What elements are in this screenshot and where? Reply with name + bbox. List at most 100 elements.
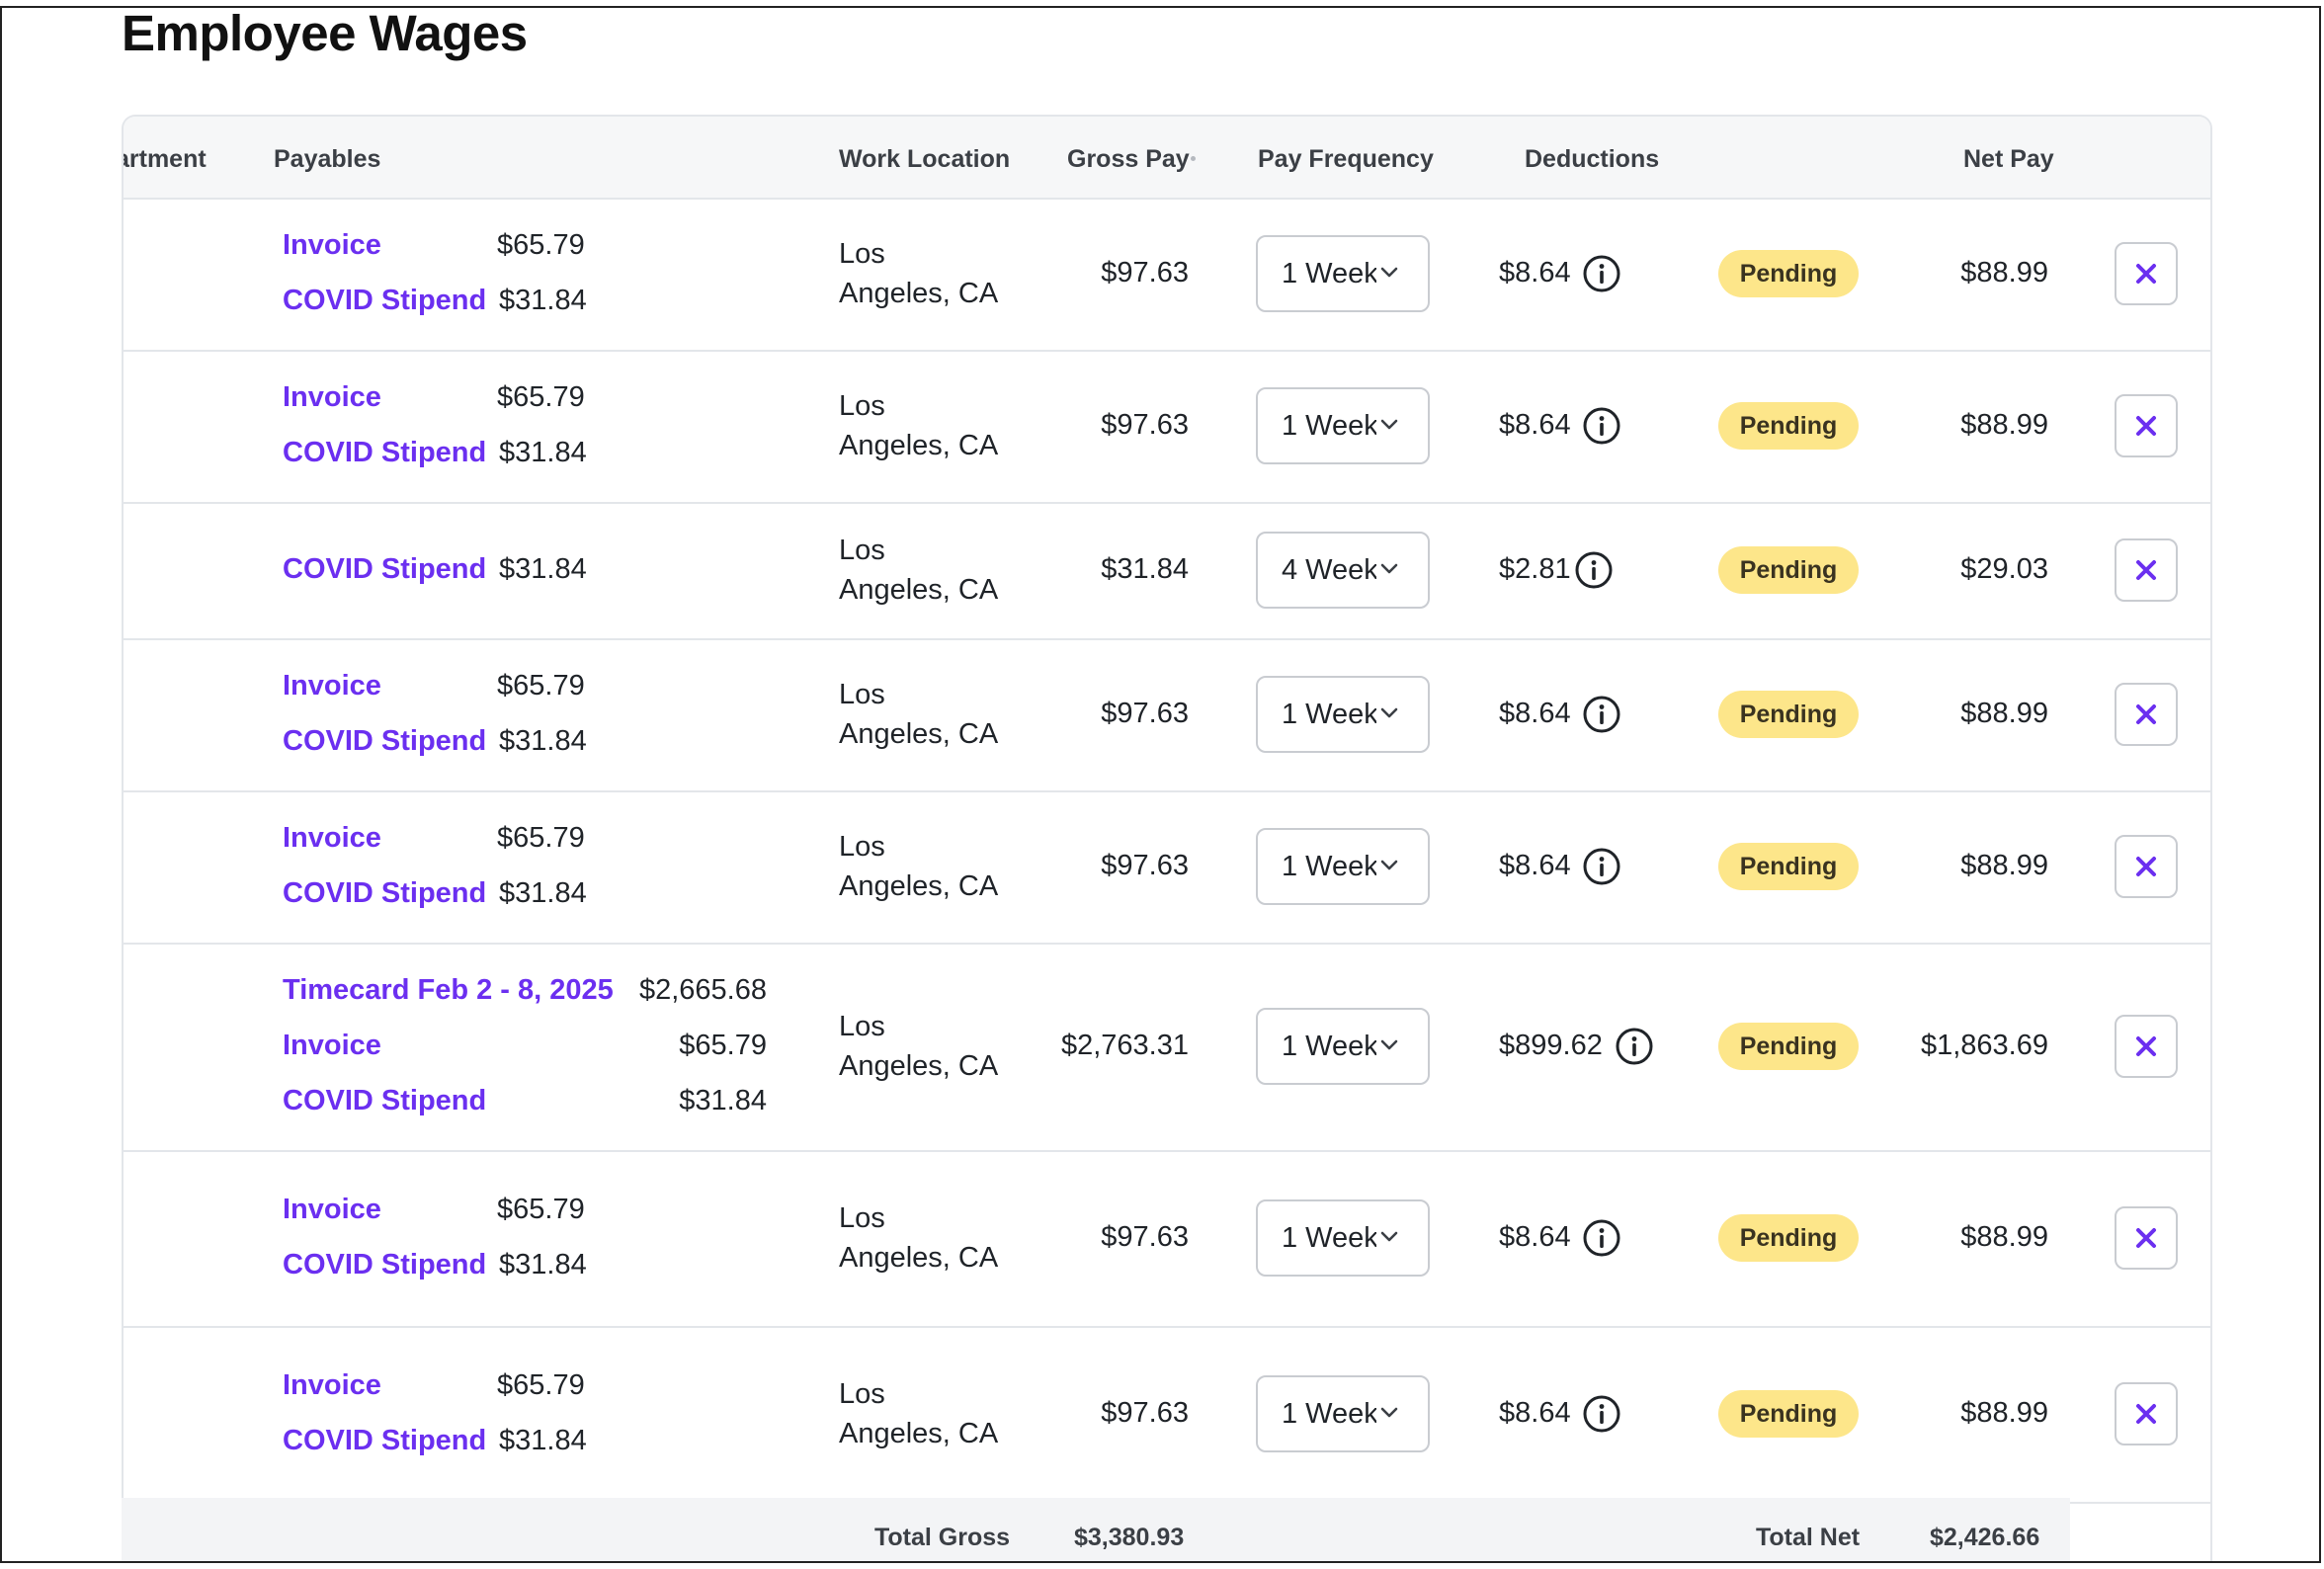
work-location-line1: Los [839, 1202, 885, 1234]
col-header-pay-frequency[interactable]: Pay Frequency [1258, 145, 1434, 173]
col-header-work-location[interactable]: Work Location [839, 145, 1011, 173]
work-location-line2: Angeles, CA [839, 1050, 999, 1082]
chevron-down-icon [1378, 1225, 1400, 1247]
payable-link[interactable]: COVID Stipend [283, 877, 487, 909]
remove-row-button[interactable] [2115, 1015, 2178, 1078]
info-circle-icon[interactable] [1582, 406, 1621, 446]
net-pay-value: $88.99 [1960, 1397, 2048, 1429]
payable-amount: $65.79 [497, 381, 585, 413]
work-location-line1: Los [839, 390, 885, 422]
status-badge: Pending [1718, 402, 1859, 450]
payable-amount: $65.79 [497, 1369, 585, 1401]
pay-frequency-select[interactable]: 1 Week [1256, 235, 1430, 312]
deductions-value: $899.62 [1499, 1030, 1603, 1061]
pay-frequency-select[interactable]: 1 Week [1256, 387, 1430, 464]
deductions-value: $8.64 [1499, 850, 1571, 881]
total-gross-label: Total Gross [874, 1524, 1011, 1551]
deductions-value: $8.64 [1499, 1397, 1571, 1429]
net-pay-value: $88.99 [1960, 409, 2048, 441]
payable-link[interactable]: Invoice [283, 1030, 381, 1061]
col-header-payables[interactable]: Payables [274, 145, 381, 173]
info-circle-icon[interactable] [1582, 847, 1621, 886]
payable-amount: $31.84 [499, 437, 587, 468]
work-location: Los Angeles, CA [839, 1198, 998, 1278]
work-location-line1: Los [839, 535, 885, 566]
pay-frequency-value: 1 Week [1282, 258, 1376, 289]
pay-frequency-select[interactable]: 1 Week [1256, 828, 1430, 905]
remove-row-button[interactable] [2115, 538, 2178, 602]
remove-row-button[interactable] [2115, 242, 2178, 305]
payable-link[interactable]: COVID Stipend [283, 1249, 487, 1280]
work-location: Los Angeles, CA [839, 675, 998, 754]
work-location: Los Angeles, CA [839, 531, 998, 610]
info-circle-icon[interactable] [1582, 254, 1621, 293]
pay-frequency-value: 1 Week [1282, 1398, 1376, 1430]
remove-row-button[interactable] [2115, 394, 2178, 457]
info-circle-icon[interactable] [1582, 695, 1621, 734]
payable-link[interactable]: Invoice [283, 381, 381, 413]
work-location-line2: Angeles, CA [839, 574, 999, 606]
work-location: Los Angeles, CA [839, 827, 998, 906]
payable-link[interactable]: COVID Stipend [283, 553, 487, 585]
net-pay-value: $88.99 [1960, 850, 2048, 881]
remove-row-button[interactable] [2115, 835, 2178, 898]
payable-amount: $65.79 [497, 670, 585, 702]
deductions-value: $2.81 [1499, 553, 1571, 585]
payable-amount: $65.79 [497, 1194, 585, 1225]
remove-row-button[interactable] [2115, 1382, 2178, 1445]
payable-amount: $31.84 [499, 1249, 587, 1280]
pay-frequency-select[interactable]: 1 Week [1256, 1199, 1430, 1277]
payable-link[interactable]: Invoice [283, 229, 381, 261]
work-location-line2: Angeles, CA [839, 430, 999, 461]
net-pay-value: $1,863.69 [1920, 1030, 2048, 1061]
payable-link[interactable]: COVID Stipend [283, 1085, 487, 1116]
table-row: Invoice $65.79 COVID Stipend $31.84 Los Angel… [124, 198, 2210, 352]
payable-link[interactable]: Invoice [283, 1369, 381, 1401]
work-location-line2: Angeles, CA [839, 870, 999, 902]
wages-table: artment Payables Work Location Gross Pay… [122, 115, 2212, 1561]
net-pay-value: $88.99 [1960, 1221, 2048, 1253]
work-location-line2: Angeles, CA [839, 278, 999, 309]
col-header-deductions[interactable]: Deductions [1525, 145, 1660, 173]
remove-row-button[interactable] [2115, 683, 2178, 746]
table-row: COVID Stipend $31.84 Los Angeles, CA $31.84 4… [124, 502, 2210, 640]
pay-frequency-select[interactable]: 1 Week [1256, 1375, 1430, 1452]
table-row: Invoice $65.79 COVID Stipend $31.84 Los Angel… [124, 350, 2210, 504]
gross-pay-value: $97.63 [1101, 409, 1189, 441]
status-badge: Pending [1718, 843, 1859, 890]
payable-link[interactable]: Invoice [283, 822, 381, 854]
payable-link[interactable]: Invoice [283, 670, 381, 702]
net-pay-value: $88.99 [1960, 698, 2048, 729]
payable-link[interactable]: COVID Stipend [283, 285, 487, 316]
payable-amount: $31.84 [499, 553, 587, 585]
payable-link[interactable]: COVID Stipend [283, 437, 487, 468]
payable-link[interactable]: COVID Stipend [283, 1425, 487, 1456]
info-circle-icon[interactable] [1582, 1394, 1621, 1434]
deductions-value: $8.64 [1499, 698, 1571, 729]
remove-row-button[interactable] [2115, 1206, 2178, 1270]
col-header-gross-pay[interactable]: Gross Pay [1067, 145, 1190, 173]
chevron-down-icon [1378, 557, 1400, 579]
work-location-line1: Los [839, 1011, 885, 1042]
pay-frequency-select[interactable]: 4 Weeks [1256, 532, 1430, 609]
pay-frequency-select[interactable]: 1 Week [1256, 676, 1430, 753]
status-badge: Pending [1718, 1390, 1859, 1438]
work-location: Los Angeles, CA [839, 1374, 998, 1453]
work-location-line1: Los [839, 238, 885, 270]
payable-link[interactable]: Invoice [283, 1194, 381, 1225]
info-circle-icon[interactable] [1615, 1027, 1654, 1066]
gross-pay-value: $31.84 [1101, 553, 1189, 585]
pay-frequency-value: 1 Week [1282, 410, 1376, 442]
pay-frequency-select[interactable]: 1 Week [1256, 1008, 1430, 1085]
payable-link[interactable]: COVID Stipend [283, 725, 487, 757]
payable-amount: $31.84 [499, 1425, 587, 1456]
info-circle-icon[interactable] [1574, 550, 1614, 590]
gross-pay-value: $97.63 [1101, 850, 1189, 881]
sort-indicator-icon[interactable] [1191, 156, 1196, 161]
col-header-net-pay[interactable]: Net Pay [1963, 145, 2054, 173]
net-pay-value: $88.99 [1960, 257, 2048, 289]
info-circle-icon[interactable] [1582, 1218, 1621, 1258]
col-header-department[interactable]: artment [122, 145, 207, 173]
payable-amount: $31.84 [499, 877, 587, 909]
payable-link[interactable]: Timecard Feb 2 - 8, 2025 [283, 974, 614, 1006]
